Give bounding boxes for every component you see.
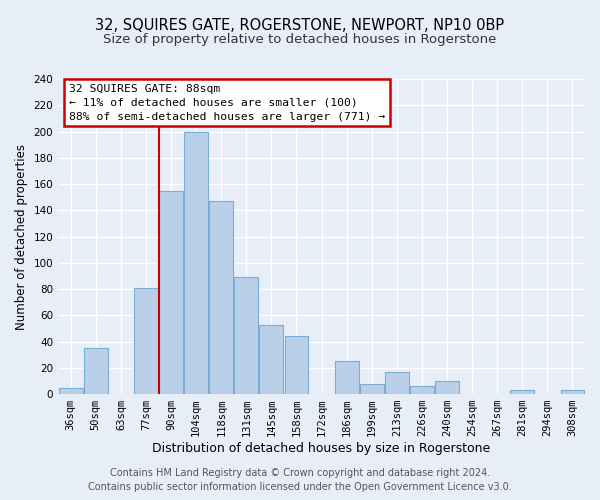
Bar [209,201,233,394]
Bar [385,372,409,394]
Text: 32 SQUIRES GATE: 88sqm
← 11% of detached houses are smaller (100)
88% of semi-de: 32 SQUIRES GATE: 88sqm ← 11% of detached… [69,84,385,122]
Bar [134,288,158,394]
Bar [335,362,359,394]
Bar [259,324,283,394]
Text: Contains HM Land Registry data © Crown copyright and database right 2024.
Contai: Contains HM Land Registry data © Crown c… [88,468,512,492]
Bar [360,384,383,394]
Bar [59,388,83,394]
Bar [159,190,183,394]
Y-axis label: Number of detached properties: Number of detached properties [15,144,28,330]
Bar [560,390,584,394]
Bar [184,132,208,394]
Bar [410,386,434,394]
Text: Size of property relative to detached houses in Rogerstone: Size of property relative to detached ho… [103,32,497,46]
Text: 32, SQUIRES GATE, ROGERSTONE, NEWPORT, NP10 0BP: 32, SQUIRES GATE, ROGERSTONE, NEWPORT, N… [95,18,505,32]
Bar [435,381,459,394]
X-axis label: Distribution of detached houses by size in Rogerstone: Distribution of detached houses by size … [152,442,491,455]
Bar [235,277,258,394]
Bar [511,390,534,394]
Bar [284,336,308,394]
Bar [84,348,108,394]
